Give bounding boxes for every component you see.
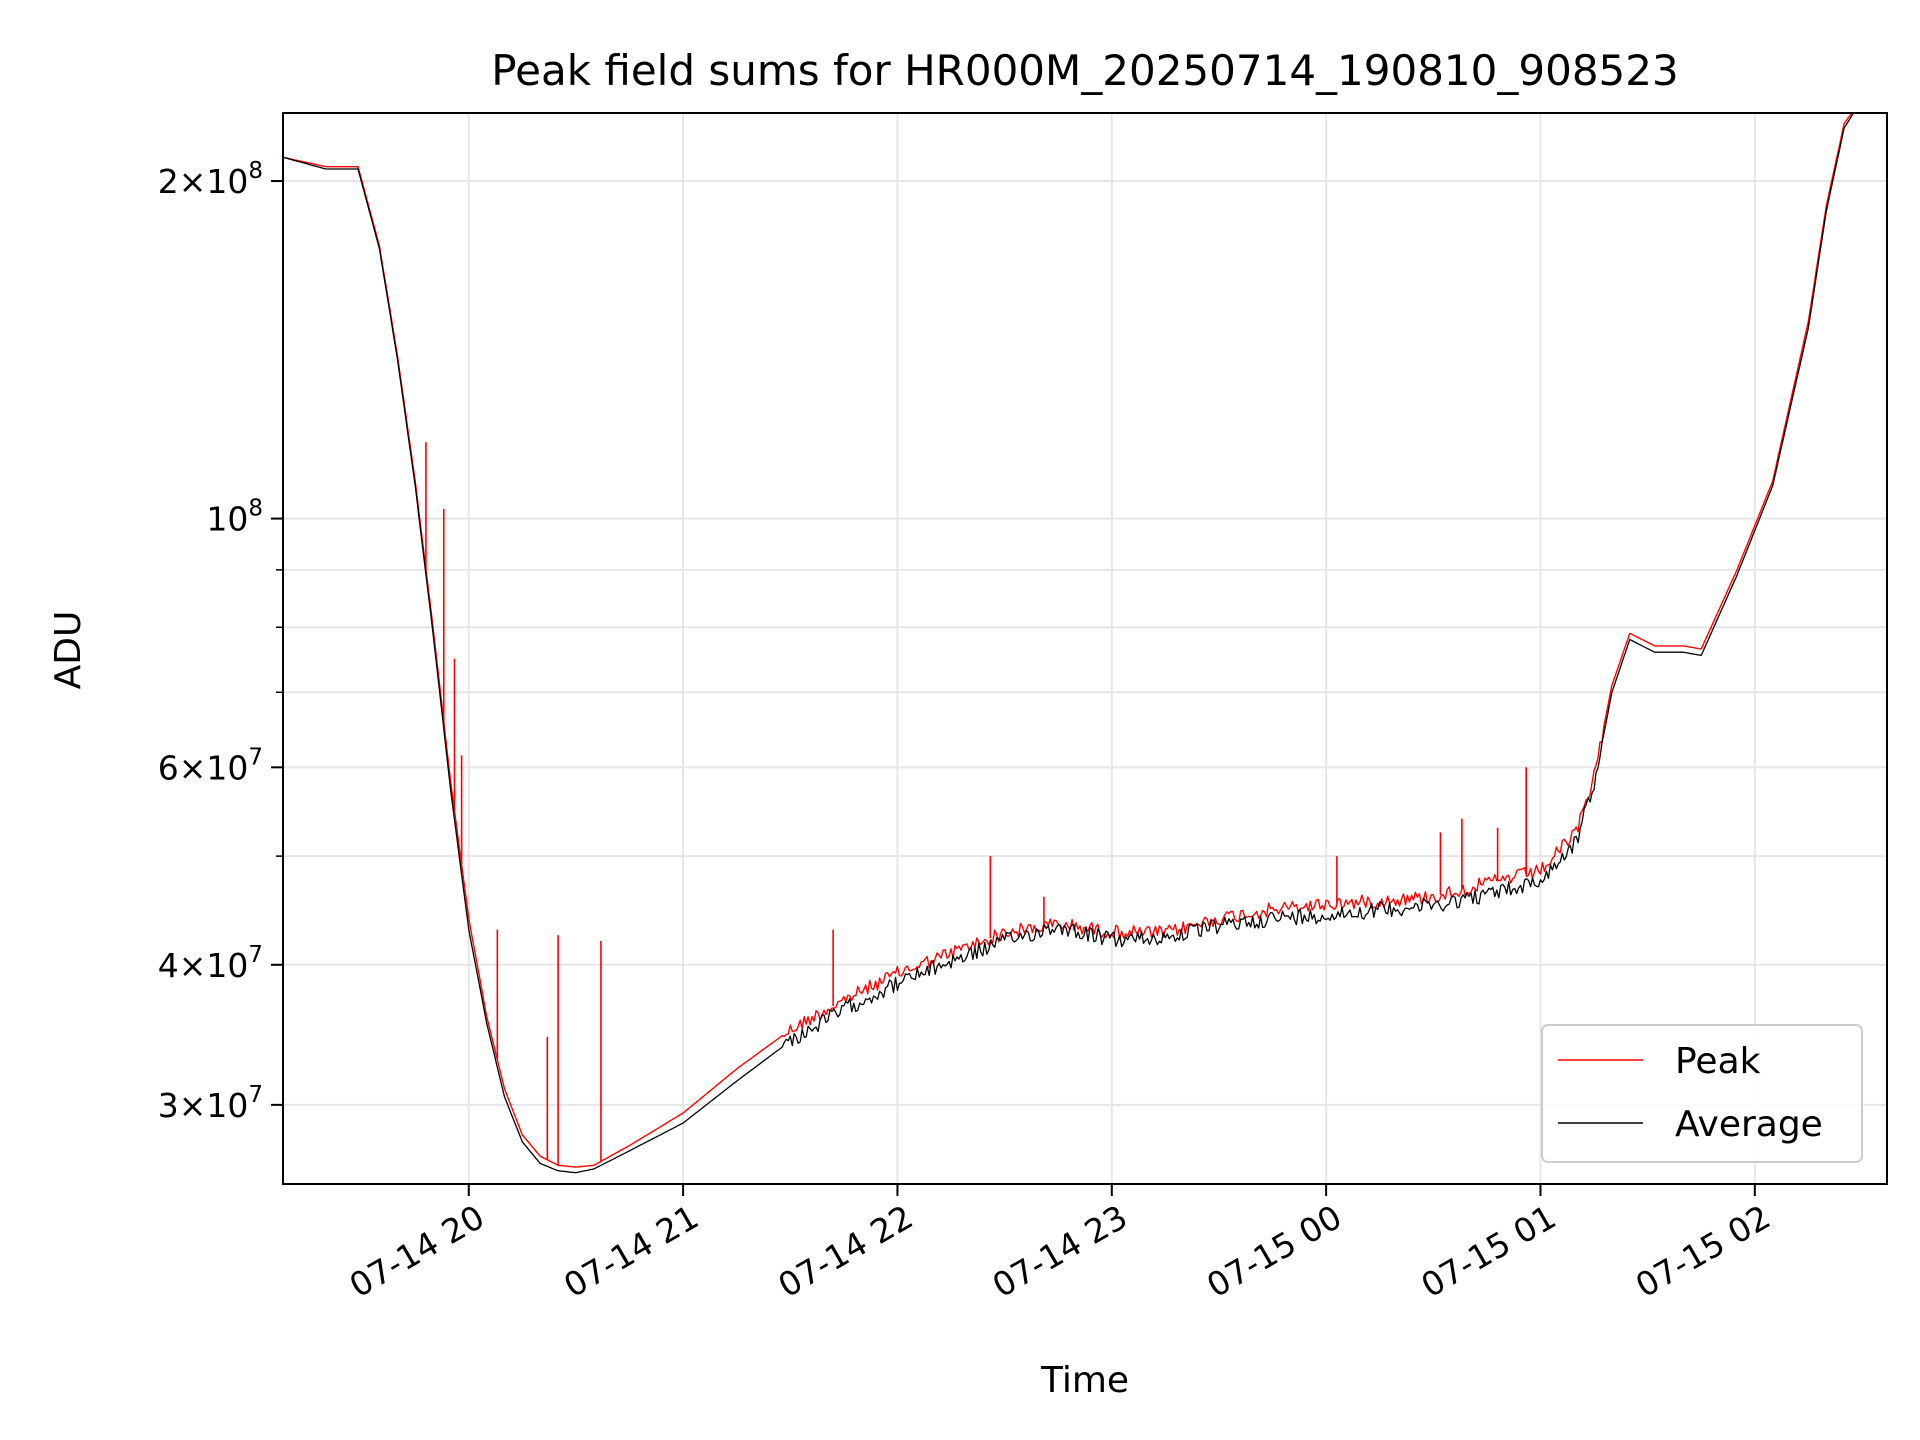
y-axis-label: ADU <box>48 611 89 690</box>
x-axis-label: Time <box>1040 1360 1129 1401</box>
series-layer <box>283 113 1855 1174</box>
y-tick-label-1: 108 <box>206 496 263 539</box>
chart-title: Peak field sums for HR000M_20250714_1908… <box>491 46 1678 95</box>
y-tick-label-3: 4×107 <box>158 942 263 985</box>
series-line-peak <box>283 113 1853 1168</box>
series-line-average <box>283 113 1855 1174</box>
grid <box>283 113 1887 1184</box>
plot-frame <box>282 112 1888 1185</box>
y-tick-label-0: 2×108 <box>158 158 263 201</box>
legend-label-average: Average <box>1675 1104 1823 1145</box>
legend-label-peak: Peak <box>1675 1041 1761 1082</box>
y-tick-label-2: 6×107 <box>158 744 263 787</box>
y-tick-label-4: 3×107 <box>158 1082 263 1125</box>
legend: Peak Average <box>1541 1024 1863 1163</box>
